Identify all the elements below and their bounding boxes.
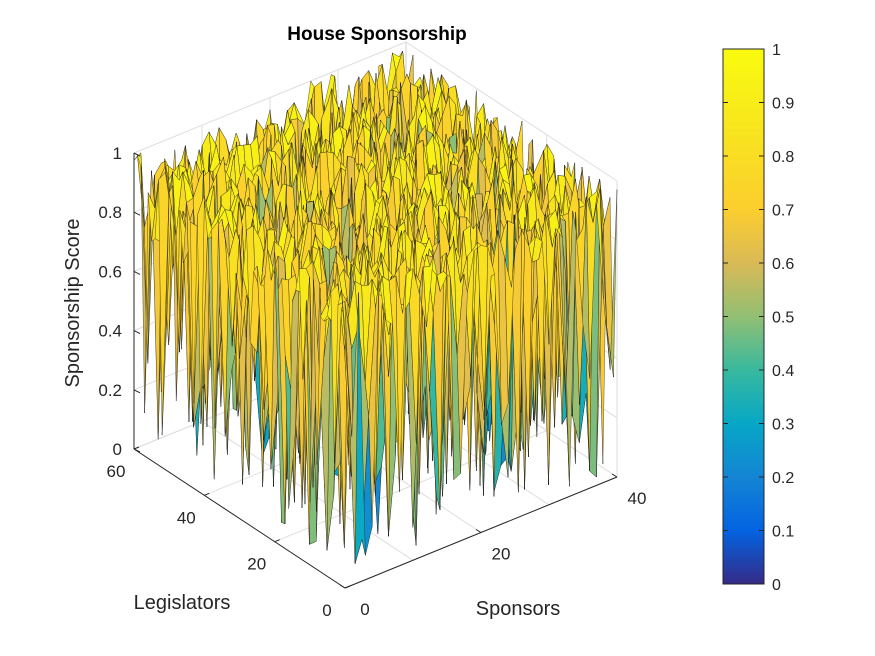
x-tick-mark [611,473,618,478]
grid-line [201,420,414,561]
surface-plot [133,50,618,564]
z-tick-mark [133,211,141,216]
colorbar-tick-label: 0.9 [772,96,794,113]
colorbar-tick-label: 0.7 [772,203,794,220]
colorbar-tick-label: 1 [772,42,781,59]
z-tick-mark [133,270,141,275]
z-tick-mark [133,448,141,453]
colorbar-tick-label: 0.6 [772,256,794,273]
colorbar-tick-label: 0.1 [772,524,794,541]
colorbar-tick-label: 0.5 [772,310,794,327]
y-tick-mark [133,446,140,450]
colorbar-tick-label: 0.3 [772,417,794,434]
z-tick-mark [133,330,141,335]
z-tick-label: 1 [113,144,122,163]
z-tick-label: 0.6 [98,262,122,281]
y-axis-label: Legislators [134,592,231,614]
grid-line [405,41,618,182]
y-tick-label: 60 [107,462,126,481]
y-tick-label: 20 [247,555,266,574]
x-tick-mark [475,529,482,533]
y-axis-line [133,448,346,589]
x-tick-label: 40 [628,489,647,508]
z-tick-mark [133,152,141,157]
z-axis-label: Sponsorship Score [62,219,84,388]
z-tick-label: 0.4 [98,322,122,341]
z-tick-label: 0.8 [98,203,122,222]
y-tick-mark [204,492,210,496]
colorbar [722,48,765,585]
x-tick-mark [339,584,346,589]
colorbar-tick-label: 0 [772,577,781,594]
y-tick-mark [344,585,351,589]
x-tick-label: 0 [360,600,369,619]
y-tick-mark [274,539,280,543]
colorbar-tick-label: 0.8 [772,149,794,166]
colorbar-ticks: 0 0.1 0.2 0.3 0.4 0.5 0.6 0.7 0.8 0.9 1 [723,42,794,594]
colorbar-tick-label: 0.2 [772,470,794,487]
colorbar-tick-label: 0.4 [772,363,794,380]
grid-line [133,41,407,154]
x-tick-label: 20 [492,545,511,564]
chart-title: House Sponsorship [287,24,466,45]
surface-cell [341,289,352,437]
y-tick-label: 40 [177,508,196,527]
z-tick-mark [133,389,141,394]
x-axis-label: Sponsors [476,598,561,620]
y-tick-label: 0 [322,601,331,620]
z-tick-label: 0.2 [98,381,122,400]
z-tick-label: 0 [113,440,122,459]
axes-ticks: 0 20 40 0 20 40 60 0 0.2 0.4 0.6 0.8 1 [98,144,646,620]
